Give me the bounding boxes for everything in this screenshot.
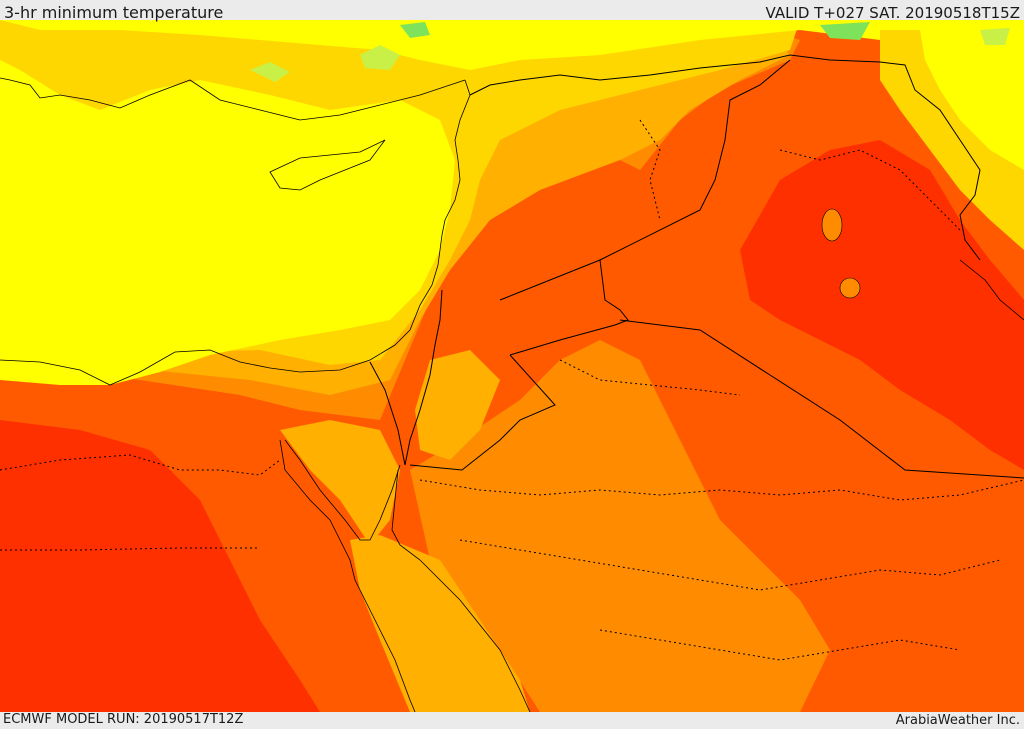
border-dotted-6 [639,119,661,221]
map-title: 3-hr minimum temperature [4,3,224,22]
field-jordan [415,350,500,460]
map-canvas [0,20,1024,712]
border-egypt-israel [369,361,406,466]
field-orange-arabia [410,340,830,712]
coastline-sinai [284,439,401,541]
field-green-2 [400,22,430,38]
border-israel-jordan [404,289,443,466]
field-sinai [280,420,400,545]
field-yellow-ne [920,30,1024,170]
field-green-5 [980,28,1010,45]
border-dotted-2 [0,547,260,551]
coastline-gulf [959,259,1024,321]
valid-time: VALID T+027 SAT. 20190518T15Z [765,4,1020,22]
lake-2 [839,277,861,299]
field-red-west [0,420,320,712]
border-dotted-4 [419,479,1024,501]
coastline-red-sea-east [391,469,531,712]
border-dotted-8 [599,629,961,661]
field-yellow-north [0,20,1024,90]
title-bar [0,0,1024,22]
field-green-1 [360,45,400,70]
temperature-map[interactable] [0,20,1024,712]
footer-bar [0,712,1024,729]
border-syria-iraq [499,59,791,301]
field-green-4 [820,22,870,40]
field-green-3 [250,62,290,82]
border-dotted-7 [779,149,961,231]
border-turkey-syria [469,54,981,261]
model-run: ECMWF MODEL RUN: 20190517T12Z [3,712,244,727]
coastline-red-sea-west [279,439,416,712]
border-jordan-saudi [409,354,556,471]
field-yellow-sea [0,20,455,385]
cyprus [269,139,386,191]
border-jordan [509,259,629,356]
lake-1 [821,208,843,242]
credit: ArabiaWeather Inc. [895,713,1020,728]
border-iraq-saudi [619,319,1024,479]
border-dotted-5 [459,539,1001,591]
border-dotted-1 [0,454,281,476]
coastline-med [0,79,471,386]
coastline-turkey [0,77,466,121]
field-red-sea [350,535,530,712]
